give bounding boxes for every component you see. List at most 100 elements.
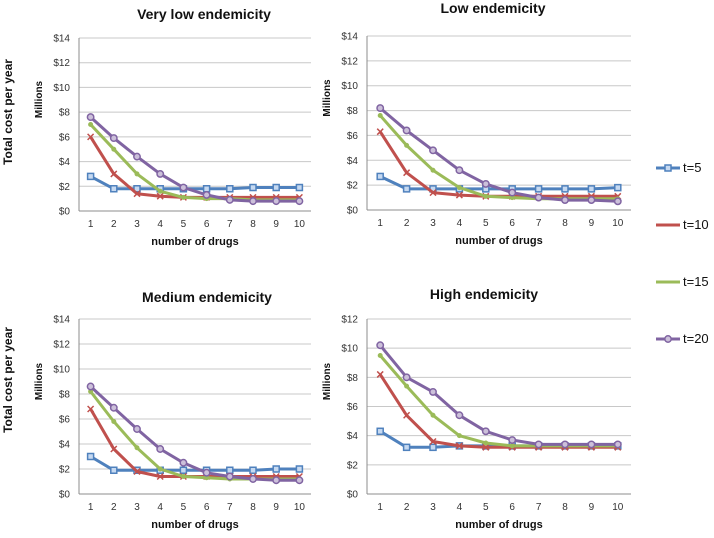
x-tick-label: 9 xyxy=(589,218,595,229)
x-tick-label: 3 xyxy=(430,502,436,513)
data-point-t15 xyxy=(456,185,462,191)
x-tick-label: 4 xyxy=(157,502,163,513)
series-line-t20 xyxy=(379,344,618,446)
y-tick-label: $12 xyxy=(53,58,70,69)
data-point-t5 xyxy=(110,466,118,474)
x-tick-label: 5 xyxy=(483,218,489,229)
y-tick-label: $10 xyxy=(53,365,70,376)
x-tick-label: 4 xyxy=(457,218,463,229)
x-tick-label: 6 xyxy=(204,219,210,230)
data-point-t20 xyxy=(109,403,118,412)
data-point-t10 xyxy=(133,467,141,476)
y-tick-label: $4 xyxy=(347,431,359,442)
data-point-t15 xyxy=(483,193,489,199)
data-point-t20 xyxy=(202,468,211,477)
y-tick-label: $10 xyxy=(341,344,358,355)
chart-very-low: $0 $2 $4 $6 $8 $10 $12 $14 1 2 3 4 5 6 7 8 9 10 Very low e… xyxy=(34,6,311,248)
data-point-t15 xyxy=(180,474,186,479)
x-tick-label: 3 xyxy=(430,218,436,229)
x-tick-label: 9 xyxy=(589,502,595,513)
data-point-t20 xyxy=(587,196,596,205)
data-point-t20 xyxy=(133,425,141,433)
y-tick-label: $8 xyxy=(59,108,71,119)
x-tick-label: 2 xyxy=(404,218,410,229)
x-tick-label: 9 xyxy=(273,219,279,230)
x-tick-label: 8 xyxy=(250,502,256,513)
y-tick-label: $0 xyxy=(347,206,359,217)
data-point-t5 xyxy=(561,185,569,193)
series-line-t15 xyxy=(89,390,300,481)
x-tick-label: 7 xyxy=(227,219,233,230)
data-point-t20 xyxy=(455,166,464,175)
x-axis-label: number of drugs xyxy=(455,235,542,247)
data-point-t20 xyxy=(156,169,165,178)
data-point-t15 xyxy=(430,167,436,173)
data-point-t10 xyxy=(455,191,463,199)
data-point-t20 xyxy=(295,476,304,485)
x-tick-label: 2 xyxy=(404,502,410,513)
legend-label-t20: t=20 xyxy=(683,331,709,346)
x-tick-label: 1 xyxy=(377,218,383,229)
legend-item-t5: t=5 xyxy=(656,160,701,175)
y-tick-label: $14 xyxy=(53,315,70,326)
data-point-t15 xyxy=(430,412,436,418)
chart-title: High endemicity xyxy=(430,286,538,302)
data-point-t5 xyxy=(226,466,234,474)
y-tick-label: $8 xyxy=(347,106,359,117)
x-tick-label: 1 xyxy=(377,502,383,513)
legend-label-t15: t=15 xyxy=(683,274,709,289)
x-tick-label: 6 xyxy=(509,218,515,229)
data-point-t10 xyxy=(87,133,95,141)
data-point-t20 xyxy=(156,445,165,453)
data-point-t20 xyxy=(133,152,141,161)
data-point-t20 xyxy=(295,197,304,206)
y-tick-label: $14 xyxy=(341,32,358,43)
y-tick-label: $2 xyxy=(59,182,71,193)
x-tick-label: 7 xyxy=(227,502,233,513)
y-unit-label: Millions xyxy=(322,79,333,117)
x-tick-label: 6 xyxy=(509,502,515,513)
y-unit-label: Millions xyxy=(34,80,45,118)
x-tick-label: 8 xyxy=(562,502,568,513)
data-point-t5 xyxy=(110,185,118,193)
y-tick-label: $6 xyxy=(347,131,359,142)
x-tick-label: 10 xyxy=(294,219,306,230)
data-point-t15 xyxy=(157,188,163,194)
chart-low: $0 $2 $4 $6 $8 $10 $12 $14 1 2 3 4 5 6 7 8 9 10 Low endemi… xyxy=(322,0,631,247)
data-point-t20 xyxy=(376,341,385,350)
data-point-t15 xyxy=(180,194,186,200)
data-point-t20 xyxy=(376,104,385,113)
x-tick-label: 5 xyxy=(181,502,187,513)
data-point-t20 xyxy=(613,197,622,206)
x-tick-label: 2 xyxy=(111,219,117,230)
data-point-t10 xyxy=(110,170,118,178)
data-point-t20 xyxy=(249,475,257,483)
x-tick-label: 7 xyxy=(536,218,542,229)
data-point-t5 xyxy=(402,443,411,452)
data-point-t20 xyxy=(455,411,464,420)
data-point-t5 xyxy=(179,466,188,474)
data-point-t10 xyxy=(376,128,384,136)
y-tick-label: $8 xyxy=(347,373,359,384)
x-tick-label: 10 xyxy=(294,502,306,513)
data-point-t20 xyxy=(402,126,411,135)
y-tick-label: $4 xyxy=(347,156,359,167)
data-point-t20 xyxy=(429,387,437,396)
y-tick-label: $8 xyxy=(59,390,71,401)
y-tick-label: $4 xyxy=(59,157,71,168)
data-point-t20 xyxy=(534,440,543,449)
y-tick-label: $2 xyxy=(59,465,71,476)
series-line-t20 xyxy=(89,385,300,482)
data-point-t15 xyxy=(404,142,410,148)
data-point-t10 xyxy=(482,443,490,451)
series-line-t5 xyxy=(89,455,300,472)
y-tick-label: $12 xyxy=(341,315,358,326)
row2-y-axis-label: Total cost per year xyxy=(1,327,15,433)
data-point-t5 xyxy=(376,172,384,181)
data-point-t10 xyxy=(110,445,118,453)
chart-high: $0 $2 $4 $6 $8 $10 $12 1 2 3 4 5 6 7 8 9 10 High endemici… xyxy=(322,286,631,531)
data-point-t5 xyxy=(295,183,304,192)
x-tick-label: 2 xyxy=(111,502,117,513)
data-point-t10 xyxy=(156,192,164,200)
